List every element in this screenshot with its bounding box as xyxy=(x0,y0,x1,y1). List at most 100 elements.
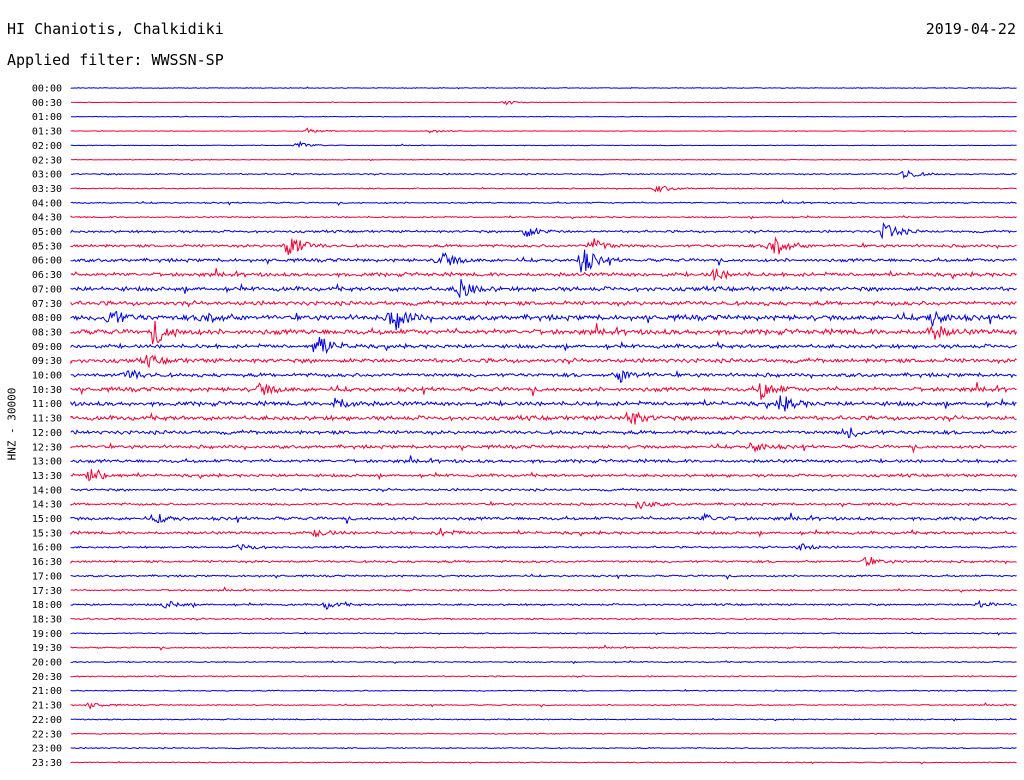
trace-line xyxy=(70,127,1017,134)
row-time-label: 20:30 xyxy=(32,672,62,683)
trace-line xyxy=(70,100,1017,106)
row-time-label: 02:30 xyxy=(32,155,62,166)
row-time-label: 19:00 xyxy=(32,629,62,640)
date-label: 2019-04-22 xyxy=(925,20,1016,38)
trace-line xyxy=(70,354,1017,369)
row-time-label: 09:30 xyxy=(32,356,62,367)
trace-line xyxy=(70,573,1017,580)
trace-line xyxy=(70,631,1017,636)
trace-line xyxy=(70,140,1017,149)
trace-line xyxy=(70,512,1017,524)
row-time-label: 14:00 xyxy=(32,485,62,496)
row-time-label: 12:00 xyxy=(32,428,62,439)
trace-line xyxy=(70,760,1017,765)
trace-line xyxy=(70,556,1017,567)
trace-line xyxy=(70,717,1017,722)
trace-line xyxy=(70,675,1017,678)
row-time-label: 00:30 xyxy=(32,98,62,109)
trace-line xyxy=(70,395,1017,412)
row-time-label: 07:30 xyxy=(32,299,62,310)
row-time-label: 14:30 xyxy=(32,500,62,511)
trace-line xyxy=(70,660,1017,665)
trace-line xyxy=(70,158,1017,162)
trace-line xyxy=(70,382,1017,400)
trace-line xyxy=(70,586,1017,593)
row-time-label: 21:30 xyxy=(32,701,62,712)
trace-line xyxy=(70,236,1017,256)
trace-line xyxy=(70,86,1017,90)
row-time-label: 15:00 xyxy=(32,514,62,525)
row-time-label: 17:30 xyxy=(32,586,62,597)
row-time-label: 16:30 xyxy=(32,557,62,568)
trace-line xyxy=(70,299,1017,308)
row-time-label: 10:00 xyxy=(32,371,62,382)
trace-line xyxy=(70,249,1017,273)
station-title: HI Chaniotis, Chalkidiki xyxy=(7,20,224,38)
trace-line xyxy=(70,702,1017,710)
row-time-label: 23:30 xyxy=(32,758,62,769)
row-time-label: 15:30 xyxy=(32,528,62,539)
trace-line xyxy=(70,185,1017,194)
row-time-label: 08:30 xyxy=(32,327,62,338)
row-time-label: 05:30 xyxy=(32,241,62,252)
trace-line xyxy=(70,369,1017,383)
row-time-label: 04:00 xyxy=(32,198,62,209)
row-time-label: 04:30 xyxy=(32,213,62,224)
row-time-label: 10:30 xyxy=(32,385,62,396)
row-time-label: 18:00 xyxy=(32,600,62,611)
row-time-label: 03:00 xyxy=(32,170,62,181)
trace-line xyxy=(70,214,1017,220)
trace-line xyxy=(70,268,1017,281)
row-time-label: 11:00 xyxy=(32,399,62,410)
trace-line xyxy=(70,279,1017,298)
trace-line xyxy=(70,500,1017,510)
row-time-label: 07:00 xyxy=(32,284,62,295)
trace-line xyxy=(70,644,1017,651)
row-time-label: 12:30 xyxy=(32,442,62,453)
row-time-label: 22:30 xyxy=(32,729,62,740)
trace-line xyxy=(70,599,1017,610)
row-time-label: 00:00 xyxy=(32,84,62,95)
row-time-label: 17:00 xyxy=(32,571,62,582)
row-time-label: 09:00 xyxy=(32,342,62,353)
filter-label: Applied filter: WWSSN-SP xyxy=(7,51,224,69)
row-time-label: 18:30 xyxy=(32,614,62,625)
trace-line xyxy=(70,115,1017,118)
row-time-label: 08:00 xyxy=(32,313,62,324)
row-time-label: 13:00 xyxy=(32,457,62,468)
row-time-label: 02:00 xyxy=(32,141,62,152)
trace-line xyxy=(70,732,1017,735)
row-time-label: 16:00 xyxy=(32,543,62,554)
trace-line xyxy=(70,617,1017,621)
row-time-label: 23:00 xyxy=(32,744,62,755)
row-time-label: 01:00 xyxy=(32,112,62,123)
row-time-label: 03:30 xyxy=(32,184,62,195)
row-time-label: 19:30 xyxy=(32,643,62,654)
row-time-label: 21:00 xyxy=(32,686,62,697)
row-time-label: 06:00 xyxy=(32,256,62,267)
row-time-label: 11:30 xyxy=(32,414,62,425)
row-time-label: 22:00 xyxy=(32,715,62,726)
row-time-label: 01:30 xyxy=(32,127,62,138)
trace-line xyxy=(70,469,1018,482)
trace-line xyxy=(70,442,1017,454)
trace-line xyxy=(70,527,1017,538)
row-time-label: 13:30 xyxy=(32,471,62,482)
trace-line xyxy=(70,222,1017,240)
row-time-label: 20:00 xyxy=(32,658,62,669)
trace-line xyxy=(70,746,1017,750)
trace-line xyxy=(70,543,1017,551)
trace-line xyxy=(70,427,1017,439)
trace-line xyxy=(70,487,1017,493)
trace-line xyxy=(70,169,1017,180)
row-time-label: 06:30 xyxy=(32,270,62,281)
row-time-label: 05:00 xyxy=(32,227,62,238)
trace-line xyxy=(70,199,1017,206)
trace-line xyxy=(70,320,1018,345)
trace-line xyxy=(70,688,1017,693)
trace-line xyxy=(70,455,1017,465)
trace-line xyxy=(70,310,1017,331)
trace-line xyxy=(70,336,1017,355)
trace-line xyxy=(70,411,1017,425)
